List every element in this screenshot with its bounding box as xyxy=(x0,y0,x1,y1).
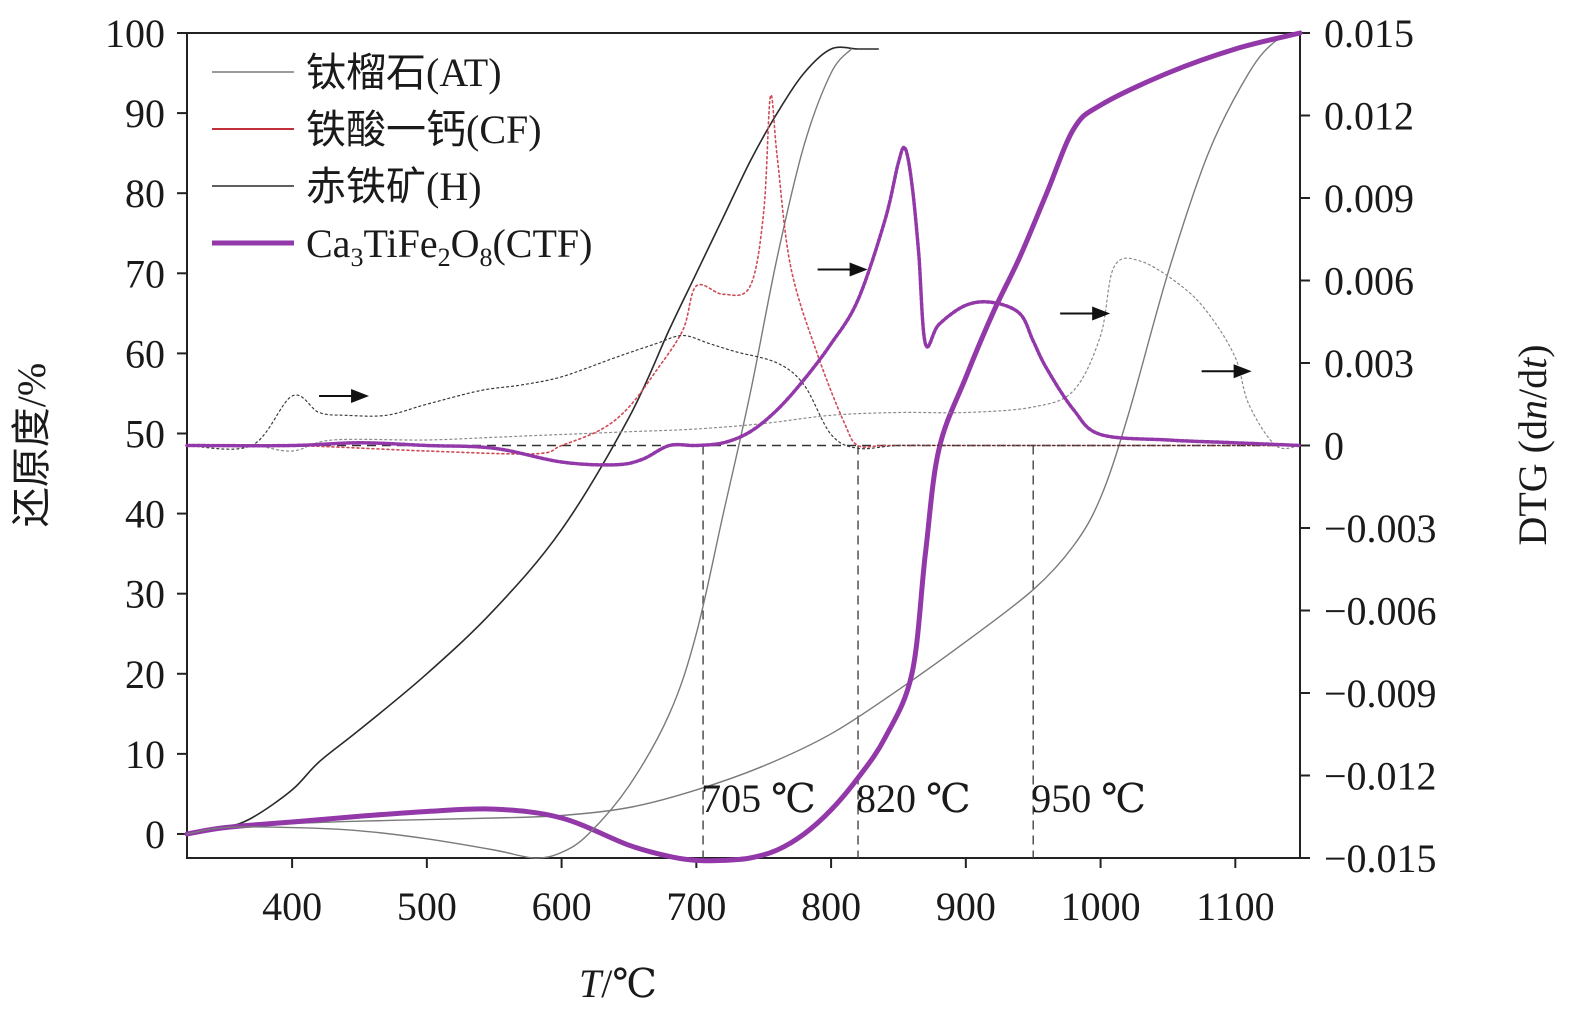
y-tick-label: 20 xyxy=(125,652,165,697)
reduction-curve-cf xyxy=(186,32,1301,862)
formula-subscript: 8 xyxy=(479,243,492,272)
x-tick-label: 600 xyxy=(532,884,592,929)
y-tick-label: 70 xyxy=(125,251,165,296)
x-tick-label: 800 xyxy=(801,884,861,929)
formula-part: O xyxy=(451,221,480,266)
y-tick-label: 50 xyxy=(125,411,165,456)
temperature-label: 950 ℃ xyxy=(1031,776,1146,821)
formula-subscript: 3 xyxy=(350,243,363,272)
y2-axis-title: DTG (dn/dt) xyxy=(1510,344,1555,545)
legend-label-ctf: Ca3TiFe2O8(CTF) xyxy=(306,221,592,272)
x-axis-title: T/℃ xyxy=(579,961,657,1006)
reduction-curve-at xyxy=(186,32,1301,835)
y-tick-label: 90 xyxy=(125,91,165,136)
temperature-label: 705 ℃ xyxy=(701,776,816,821)
y2-tick-label: 0 xyxy=(1324,424,1344,469)
y2-tick-label: 0.006 xyxy=(1324,259,1414,304)
y2-tick-label: 0.003 xyxy=(1324,341,1414,386)
axes-group: 400 500 600 700 800 900 1000 110001020304050607… xyxy=(105,11,1437,929)
x-tick-label: 900 xyxy=(936,884,996,929)
formula-part: (CTF) xyxy=(492,221,592,266)
y2-axis-title-part: /d xyxy=(1510,369,1555,400)
arrows-group xyxy=(319,262,1252,403)
dtg-curve-ctf xyxy=(185,145,1302,467)
y2-tick-label: 0.015 xyxy=(1324,11,1414,56)
y2-tick-label: −0.012 xyxy=(1324,754,1437,799)
x-tick-label: 500 xyxy=(397,884,457,929)
y2-tick-label: −0.015 xyxy=(1324,836,1437,881)
y-tick-label: 10 xyxy=(125,732,165,777)
x-tick-label: 700 xyxy=(666,884,726,929)
y2-tick-label: −0.003 xyxy=(1324,506,1437,551)
x-tick-label: 1100 xyxy=(1196,884,1275,929)
reduction-curve-ctf xyxy=(184,30,1303,864)
x-axis-title-unit: /℃ xyxy=(601,961,657,1006)
y2-tick-label: −0.006 xyxy=(1324,589,1437,634)
legend: 钛榴石(AT) 铁酸一钙(CF) 赤铁矿(H) Ca3TiFe2O8(CTF) xyxy=(212,50,592,272)
y-tick-label: 60 xyxy=(125,331,165,376)
y-axis-title: 还原度/% xyxy=(9,363,54,527)
y2-tick-label: −0.009 xyxy=(1324,671,1437,716)
y-tick-label: 0 xyxy=(145,812,165,857)
formula-subscript: 2 xyxy=(438,243,451,272)
x-axis-title-symbol: T xyxy=(579,961,604,1006)
y2-axis-title-part: DTG (d xyxy=(1510,420,1555,546)
axis-arrow-head xyxy=(1233,364,1252,379)
legend-label-h: 赤铁矿(H) xyxy=(306,164,482,209)
temperature-label: 820 ℃ xyxy=(856,776,971,821)
y2-axis-title-part: ) xyxy=(1510,344,1555,357)
annotation-group: 705 ℃ 820 ℃ 950 ℃ xyxy=(701,776,1146,821)
legend-label-at: 钛榴石(AT) xyxy=(306,50,502,95)
series-group xyxy=(184,30,1303,864)
axis-arrow-head xyxy=(351,389,370,403)
y2-axis-title-part: n xyxy=(1510,400,1555,420)
formula-part: TiFe xyxy=(363,221,437,266)
y-tick-label: 100 xyxy=(105,11,165,56)
legend-label-cf: 铁酸一钙(CF) xyxy=(306,107,542,152)
y-tick-label: 30 xyxy=(125,572,165,617)
axis-arrow-head xyxy=(1092,306,1111,321)
axis-titles: T/℃ 还原度/% DTG (dn/dt) xyxy=(9,344,1555,1006)
x-tick-label: 1000 xyxy=(1061,884,1141,929)
y2-axis-title-part: t xyxy=(1510,357,1555,369)
y2-tick-label: 0.009 xyxy=(1324,176,1414,221)
dtg-curve-h xyxy=(186,334,1301,450)
reduction-curve-at2 xyxy=(186,48,852,859)
y2-tick-label: 0.012 xyxy=(1324,94,1414,139)
y-tick-label: 80 xyxy=(125,171,165,216)
guide-lines xyxy=(187,444,1300,858)
x-tick-label: 400 xyxy=(262,884,322,929)
reduction-curve-h xyxy=(186,46,879,835)
formula-part: Ca xyxy=(306,221,351,266)
y-tick-label: 40 xyxy=(125,492,165,537)
axis-arrow-head xyxy=(849,262,868,277)
